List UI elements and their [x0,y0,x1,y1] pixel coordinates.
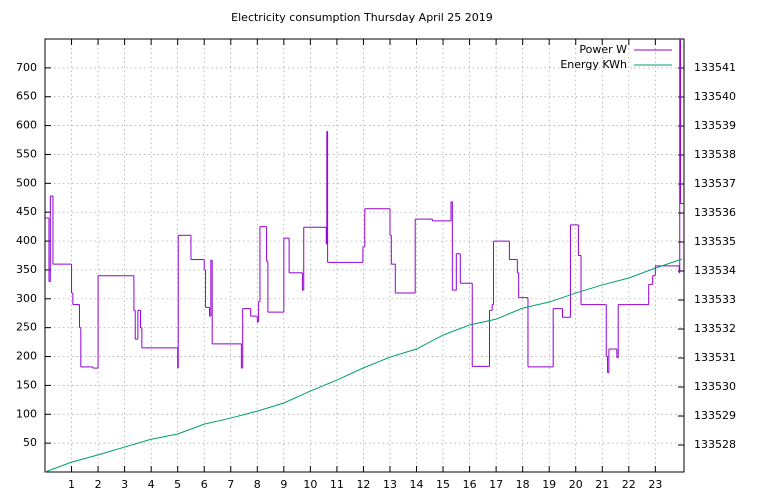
x-tick-label: 15 [436,478,450,491]
energy-line [44,258,683,473]
plot-frame [44,38,685,473]
y2-tick-label: 133530 [694,380,736,393]
x-tick-label: 13 [383,478,397,491]
x-tick-label: 12 [356,478,370,491]
x-tick-label: 14 [410,478,424,491]
x-tick-label: 23 [648,478,662,491]
y-tick-label: 450 [16,205,37,218]
chart-title: Electricity consumption Thursday April 2… [231,11,493,24]
y2-tick-label: 133540 [694,90,736,103]
y2-tick-label: 133532 [694,322,736,335]
y2-tick-label: 133528 [694,438,736,451]
legend-label: Power W [579,43,627,56]
y-tick-label: 500 [16,176,37,189]
y-tick-label: 300 [16,292,37,305]
x-tick-label: 7 [227,478,234,491]
x-tick-label: 17 [489,478,503,491]
x-tick-label: 16 [463,478,477,491]
x-tick-label: 9 [280,478,287,491]
y2-tick-label: 133531 [694,351,736,364]
y-tick-label: 200 [16,350,37,363]
x-tick-label: 1 [68,478,75,491]
y-tick-label: 600 [16,119,37,132]
y-tick-label: 250 [16,321,37,334]
y-tick-label: 650 [16,90,37,103]
y2-tick-label: 133541 [694,61,736,74]
x-tick-label: 21 [595,478,609,491]
x-tick-label: 19 [542,478,556,491]
y2-tick-label: 133529 [694,409,736,422]
y2-tick-label: 133538 [694,148,736,161]
x-tick-label: 5 [174,478,181,491]
x-tick-label: 8 [254,478,261,491]
y2-tick-label: 133534 [694,264,736,277]
x-tick-label: 3 [121,478,128,491]
y2-tick-label: 133535 [694,235,736,248]
x-tick-label: 22 [622,478,636,491]
y-tick-label: 150 [16,378,37,391]
x-tick-label: 2 [95,478,102,491]
x-tick-label: 10 [303,478,317,491]
x-tick-label: 18 [516,478,530,491]
y-tick-label: 400 [16,234,37,247]
y-tick-label: 100 [16,407,37,420]
y2-tick-label: 133533 [694,293,736,306]
y-tick-label: 350 [16,263,37,276]
y2-tick-label: 133539 [694,119,736,132]
x-tick-label: 4 [148,478,155,491]
y-tick-label: 700 [16,61,37,74]
legend-label: Energy KWh [560,58,627,71]
y-tick-label: 50 [23,436,37,449]
x-tick-label: 11 [330,478,344,491]
x-tick-label: 6 [201,478,208,491]
x-tick-label: 20 [569,478,583,491]
y-tick-label: 550 [16,147,37,160]
y2-tick-label: 133536 [694,206,736,219]
y2-tick-label: 133537 [694,177,736,190]
